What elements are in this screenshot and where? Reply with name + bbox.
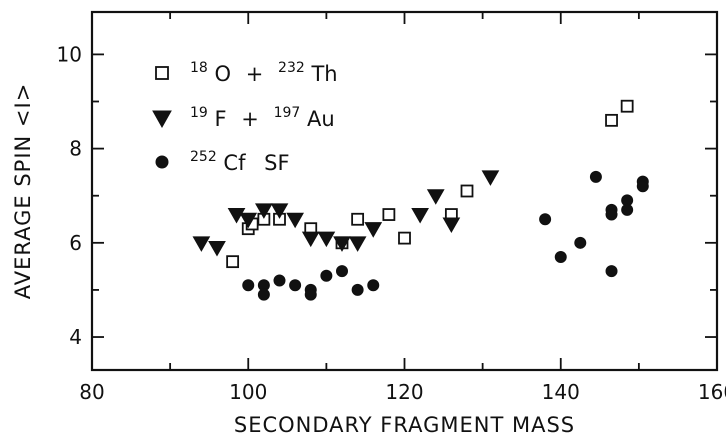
data-point <box>574 236 587 249</box>
x-tick-label: 80 <box>79 380 104 404</box>
data-point <box>605 208 618 221</box>
legend-element-1a: O <box>215 62 232 86</box>
x-tick-label: 120 <box>385 380 423 404</box>
data-point <box>351 283 364 296</box>
x-tick-label: 140 <box>542 380 580 404</box>
data-point <box>257 288 270 301</box>
ticks-group: 80 100 120 140 160 4 6 8 10 <box>57 12 726 404</box>
data-point <box>273 274 286 287</box>
legend-label-series-1: 18 O + 232 Th <box>190 53 338 86</box>
legend-label-series-2: 19 F + 197 Au <box>190 98 335 131</box>
legend-marker-circle <box>155 155 169 169</box>
axes-group <box>90 10 719 372</box>
data-point <box>621 203 634 216</box>
data-point <box>304 288 317 301</box>
data-point <box>442 217 461 233</box>
data-point <box>351 212 365 226</box>
y-tick-label: 6 <box>69 231 82 255</box>
legend-mass-2a: 19 <box>190 105 208 121</box>
legend: 18 O + 232 Th 19 F + 197 Au 252 Cf SF <box>152 53 338 175</box>
data-point <box>227 208 246 224</box>
data-point <box>426 189 445 205</box>
legend-mass-3a: 252 <box>190 149 217 165</box>
data-point <box>208 241 226 257</box>
data-point <box>289 279 302 292</box>
data-point <box>554 250 567 263</box>
data-point <box>411 208 429 224</box>
series-2 <box>192 170 500 257</box>
data-point <box>333 236 351 252</box>
y-tick-label: 4 <box>69 325 82 349</box>
data-point <box>589 170 602 183</box>
data-point <box>270 203 289 219</box>
y-axis-title: AVERAGE SPIN <I> <box>11 83 35 300</box>
legend-mass-1b: 232 <box>278 60 305 76</box>
legend-element-2b: Au <box>307 107 335 131</box>
legend-element-3b: SF <box>264 151 289 175</box>
legend-label-series-3: 252 Cf SF <box>190 142 290 175</box>
legend-element-1b: Th <box>310 62 337 86</box>
data-point <box>636 180 649 193</box>
data-point <box>481 170 500 186</box>
data-point <box>605 265 618 278</box>
legend-marker-square <box>155 66 169 80</box>
data-point <box>226 255 240 269</box>
data-point <box>605 113 618 127</box>
data-point <box>364 222 383 238</box>
data-point <box>460 184 474 198</box>
legend-plus-2: + <box>241 107 259 131</box>
series-1 <box>226 99 634 269</box>
data-point <box>620 99 634 113</box>
data-point <box>255 203 273 219</box>
legend-marker-triangle <box>152 110 172 129</box>
x-tick-label: 100 <box>229 380 267 404</box>
y-tick-label: 10 <box>57 42 82 66</box>
data-point <box>336 265 348 278</box>
x-tick-label: 160 <box>698 380 726 404</box>
data-point <box>382 208 396 221</box>
y-tick-label: 8 <box>69 137 82 161</box>
data-points-group <box>192 99 649 301</box>
data-point <box>242 279 255 292</box>
legend-mass-2b: 197 <box>274 105 301 121</box>
data-point <box>539 213 552 226</box>
series-3 <box>242 170 649 301</box>
legend-element-2a: F <box>215 107 227 131</box>
data-point <box>192 236 211 252</box>
data-point <box>348 236 367 252</box>
data-point <box>239 212 258 229</box>
data-point <box>317 231 336 248</box>
plot-frame <box>90 10 719 372</box>
data-point <box>367 279 380 292</box>
data-point <box>286 212 304 229</box>
data-point <box>301 231 320 248</box>
data-point <box>398 231 411 245</box>
legend-element-3a: Cf <box>223 151 246 175</box>
legend-mass-1a: 18 <box>190 60 208 76</box>
x-axis-title: SECONDARY FRAGMENT MASS <box>234 413 575 437</box>
legend-plus-1: + <box>246 62 264 86</box>
data-point <box>320 269 333 282</box>
